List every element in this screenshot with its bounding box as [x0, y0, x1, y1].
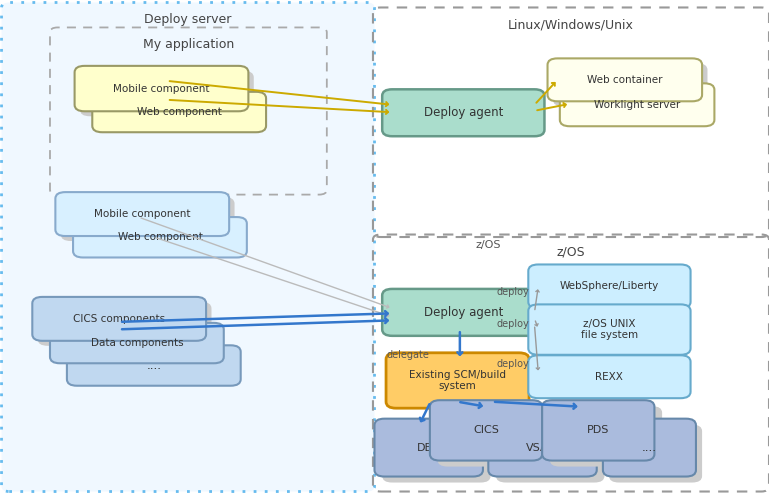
- Text: Linux/Windows/Unix: Linux/Windows/Unix: [508, 18, 634, 31]
- Text: CICS: CICS: [473, 425, 499, 436]
- FancyBboxPatch shape: [80, 71, 254, 116]
- Text: VSAM: VSAM: [527, 443, 558, 453]
- FancyBboxPatch shape: [55, 192, 229, 236]
- FancyBboxPatch shape: [528, 304, 691, 355]
- Text: CICS components: CICS components: [73, 314, 165, 324]
- FancyBboxPatch shape: [609, 425, 702, 483]
- Text: Web component: Web component: [137, 107, 221, 117]
- FancyBboxPatch shape: [382, 425, 491, 483]
- FancyBboxPatch shape: [542, 400, 654, 461]
- Text: Mobile component: Mobile component: [94, 209, 191, 219]
- FancyBboxPatch shape: [382, 289, 544, 336]
- Text: delegate: delegate: [386, 350, 429, 360]
- FancyBboxPatch shape: [430, 400, 542, 461]
- FancyBboxPatch shape: [553, 63, 707, 106]
- Text: WebSphere/Liberty: WebSphere/Liberty: [560, 281, 659, 291]
- Text: Deploy agent: Deploy agent: [424, 106, 503, 119]
- Text: ....: ....: [146, 359, 161, 372]
- FancyBboxPatch shape: [496, 425, 604, 483]
- Text: z/OS UNIX
file system: z/OS UNIX file system: [581, 319, 638, 340]
- FancyBboxPatch shape: [548, 58, 702, 101]
- FancyBboxPatch shape: [375, 419, 483, 477]
- FancyBboxPatch shape: [550, 406, 662, 467]
- FancyBboxPatch shape: [560, 83, 714, 126]
- FancyBboxPatch shape: [603, 419, 696, 477]
- FancyBboxPatch shape: [488, 419, 597, 477]
- Text: PDS: PDS: [587, 425, 610, 436]
- Text: Mobile component: Mobile component: [113, 83, 210, 94]
- Text: Web component: Web component: [118, 232, 202, 243]
- FancyBboxPatch shape: [528, 264, 691, 308]
- Text: Existing SCM/build
system: Existing SCM/build system: [409, 370, 506, 391]
- FancyBboxPatch shape: [2, 2, 375, 492]
- Text: z/OS: z/OS: [475, 240, 501, 250]
- Text: ....: ....: [642, 441, 657, 454]
- Text: z/OS: z/OS: [557, 246, 585, 258]
- Text: Deploy server: Deploy server: [145, 13, 231, 26]
- Text: deploy: deploy: [496, 287, 529, 297]
- FancyBboxPatch shape: [67, 345, 241, 386]
- Text: REXX: REXX: [595, 372, 624, 382]
- FancyBboxPatch shape: [92, 92, 266, 132]
- Text: DB2: DB2: [417, 443, 441, 453]
- FancyBboxPatch shape: [73, 217, 247, 257]
- Text: My application: My application: [143, 38, 234, 51]
- FancyBboxPatch shape: [75, 66, 248, 111]
- Text: Worklight server: Worklight server: [594, 100, 681, 110]
- FancyBboxPatch shape: [32, 297, 206, 341]
- FancyBboxPatch shape: [50, 323, 224, 363]
- FancyBboxPatch shape: [386, 353, 529, 408]
- FancyBboxPatch shape: [438, 406, 550, 467]
- Text: deploy: deploy: [496, 359, 529, 369]
- Text: Web container: Web container: [587, 75, 663, 85]
- FancyBboxPatch shape: [382, 89, 544, 136]
- Text: deploy: deploy: [496, 319, 529, 329]
- FancyBboxPatch shape: [38, 302, 211, 346]
- FancyBboxPatch shape: [61, 197, 235, 241]
- Text: Deploy agent: Deploy agent: [424, 306, 503, 319]
- Text: Data components: Data components: [91, 338, 183, 348]
- FancyBboxPatch shape: [528, 355, 691, 398]
